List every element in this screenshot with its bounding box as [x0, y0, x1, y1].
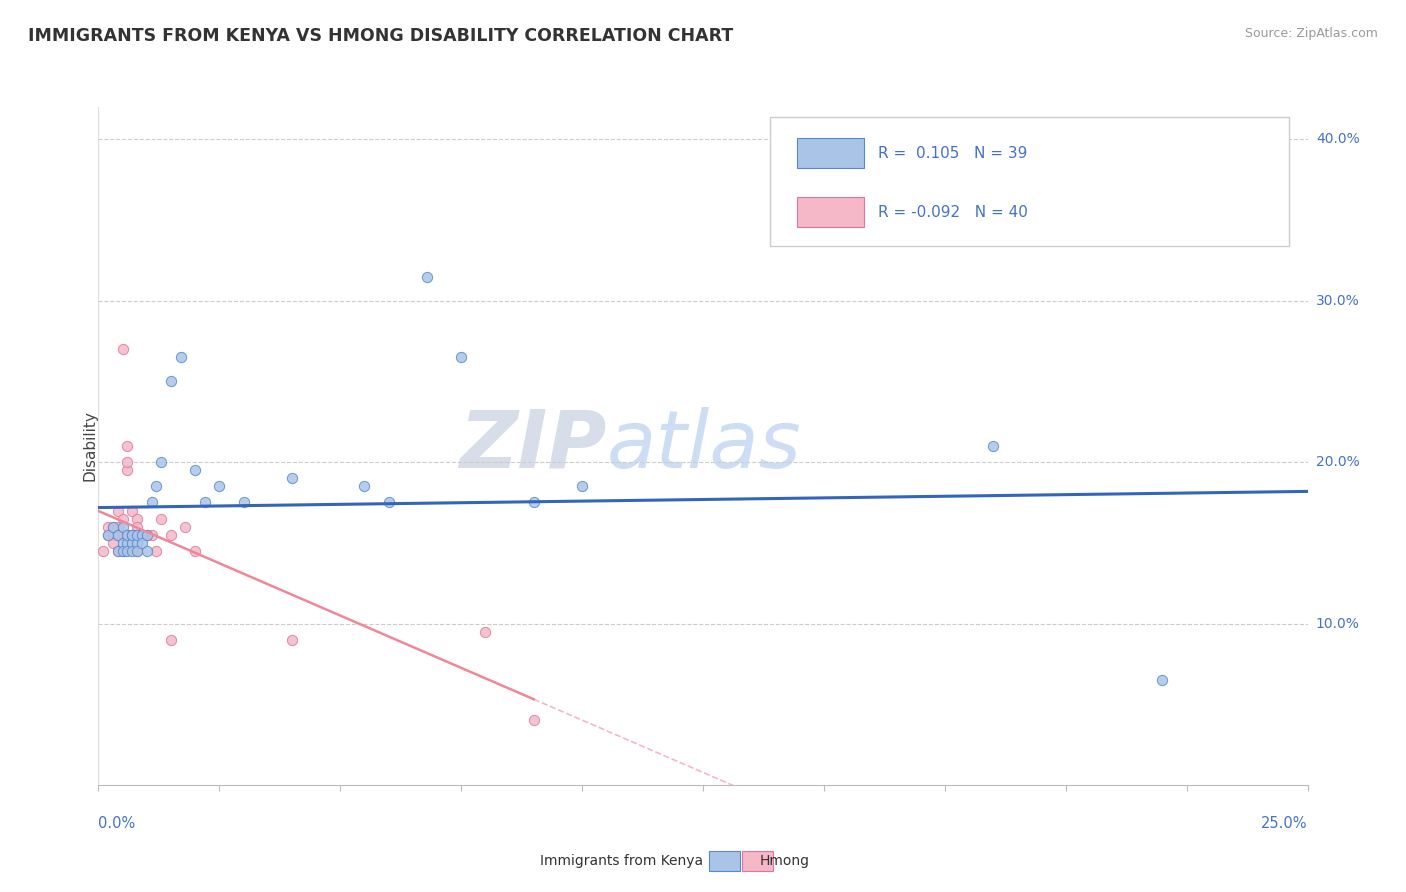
Text: Hmong: Hmong: [759, 854, 810, 868]
Point: [145, 479, 167, 493]
Point: [121, 544, 143, 558]
Point: [111, 528, 134, 542]
Text: ZIP: ZIP: [458, 407, 606, 485]
Point: [127, 528, 149, 542]
Point: [131, 536, 153, 550]
Point: [111, 511, 134, 525]
Point: [117, 544, 139, 558]
Point: [101, 519, 124, 533]
Point: [127, 544, 149, 558]
Point: [981, 439, 1004, 453]
Point: [117, 528, 139, 542]
Point: [111, 536, 134, 550]
Point: [131, 528, 153, 542]
FancyBboxPatch shape: [769, 117, 1289, 246]
Bar: [797, 138, 863, 169]
Point: [150, 511, 173, 525]
Point: [194, 495, 217, 509]
Point: [117, 536, 139, 550]
Point: [145, 544, 167, 558]
Text: Source: ZipAtlas.com: Source: ZipAtlas.com: [1244, 27, 1378, 40]
Point: [160, 375, 183, 389]
Point: [111, 544, 134, 558]
Point: [160, 632, 183, 647]
Point: [101, 528, 124, 542]
Point: [107, 528, 129, 542]
Point: [101, 536, 124, 550]
Point: [111, 528, 134, 542]
Point: [169, 350, 191, 364]
Bar: [709, 851, 740, 871]
Point: [117, 455, 139, 469]
Point: [523, 714, 546, 728]
Point: [117, 528, 139, 542]
Text: IMMIGRANTS FROM KENYA VS HMONG DISABILITY CORRELATION CHART: IMMIGRANTS FROM KENYA VS HMONG DISABILIT…: [28, 27, 734, 45]
Bar: [797, 197, 863, 227]
Point: [107, 544, 129, 558]
Point: [1152, 673, 1174, 687]
Point: [121, 528, 143, 542]
Text: R = -0.092   N = 40: R = -0.092 N = 40: [879, 204, 1028, 219]
Text: 10.0%: 10.0%: [1316, 616, 1360, 631]
Point: [127, 519, 149, 533]
Y-axis label: Disability: Disability: [83, 410, 97, 482]
Text: Immigrants from Kenya: Immigrants from Kenya: [540, 854, 703, 868]
Point: [135, 528, 157, 542]
Point: [121, 503, 143, 517]
Point: [91, 544, 114, 558]
Point: [135, 544, 157, 558]
Point: [141, 495, 163, 509]
Point: [127, 511, 149, 525]
Point: [571, 479, 593, 493]
Point: [450, 350, 472, 364]
Point: [127, 536, 149, 550]
Point: [97, 528, 120, 542]
Text: atlas: atlas: [606, 407, 801, 485]
Point: [117, 463, 139, 477]
Text: 40.0%: 40.0%: [1316, 132, 1360, 146]
Text: 30.0%: 30.0%: [1316, 293, 1360, 308]
Point: [377, 495, 399, 509]
Point: [281, 471, 304, 485]
Text: 0.0%: 0.0%: [98, 815, 135, 830]
Point: [127, 544, 149, 558]
Point: [127, 528, 149, 542]
Text: 20.0%: 20.0%: [1316, 455, 1360, 469]
Point: [101, 519, 124, 533]
Point: [523, 495, 546, 509]
Point: [127, 536, 149, 550]
Point: [107, 544, 129, 558]
Point: [107, 503, 129, 517]
Point: [97, 519, 120, 533]
Point: [117, 439, 139, 453]
Bar: [742, 851, 773, 871]
Text: 25.0%: 25.0%: [1261, 815, 1308, 830]
Point: [135, 528, 157, 542]
Point: [174, 519, 197, 533]
Point: [111, 544, 134, 558]
Point: [160, 528, 183, 542]
Point: [97, 528, 120, 542]
Point: [107, 528, 129, 542]
Point: [131, 528, 153, 542]
Point: [111, 342, 134, 356]
Point: [121, 536, 143, 550]
Point: [353, 479, 375, 493]
Point: [208, 479, 231, 493]
Point: [184, 463, 207, 477]
Point: [111, 519, 134, 533]
Point: [121, 528, 143, 542]
Point: [150, 455, 173, 469]
Point: [281, 632, 304, 647]
Point: [107, 519, 129, 533]
Point: [474, 624, 496, 639]
Point: [121, 528, 143, 542]
Point: [141, 528, 163, 542]
Point: [232, 495, 254, 509]
Point: [416, 269, 439, 284]
Point: [121, 528, 143, 542]
Point: [131, 528, 153, 542]
Text: R =  0.105   N = 39: R = 0.105 N = 39: [879, 145, 1028, 161]
Point: [184, 544, 207, 558]
